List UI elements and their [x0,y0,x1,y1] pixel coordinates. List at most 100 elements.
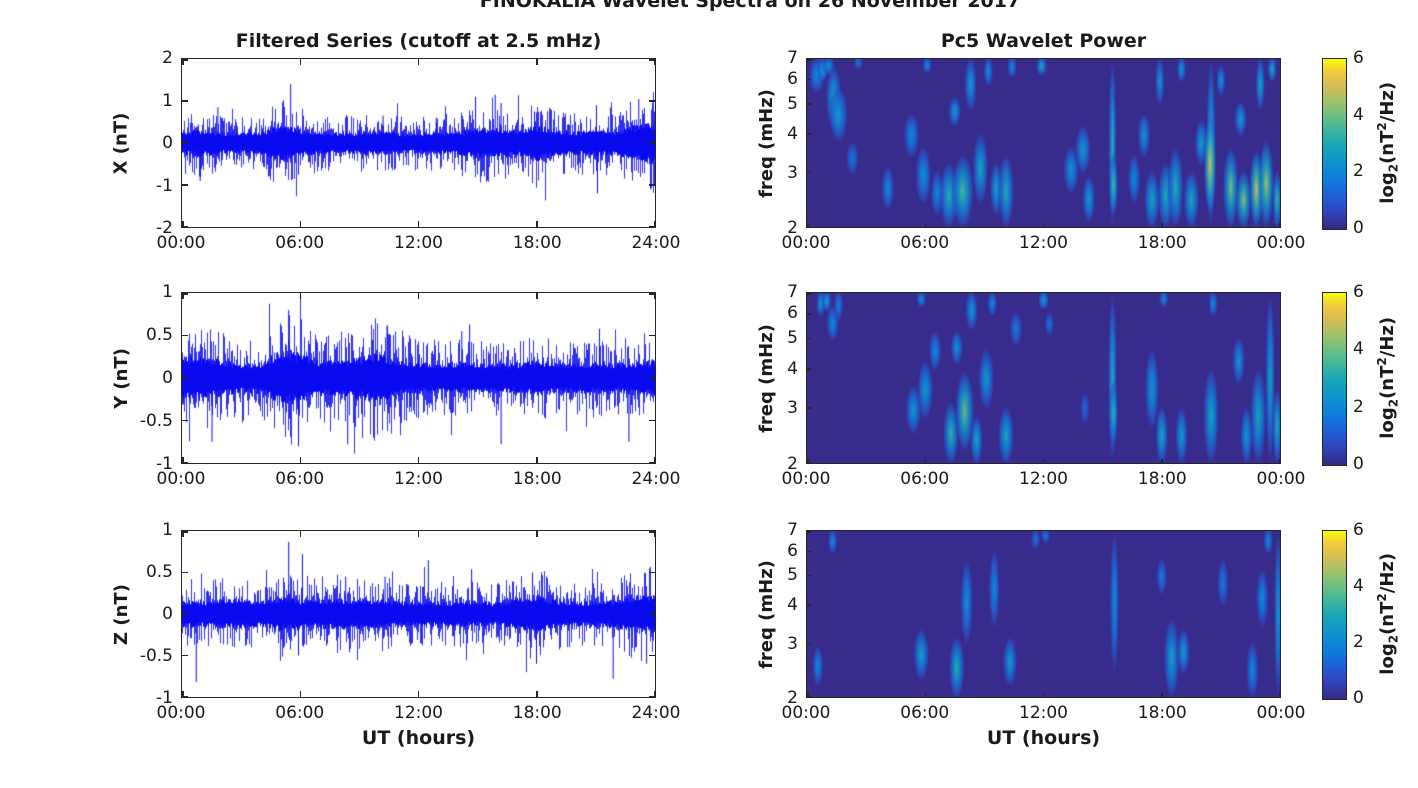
tick-mark [807,642,811,645]
x-tick-label: 06:00 [900,233,950,253]
y-series-panel [181,292,656,464]
x-tick-label: 12:00 [394,703,443,723]
tick-mark [649,654,655,657]
colorbar-middle [1322,292,1347,466]
x-wavelet-spectrogram [807,59,1280,227]
tick-mark [649,59,655,61]
x-tick-label: 18:00 [1137,469,1187,489]
y-tick-label: 1 [162,90,173,111]
x-tick-label: 06:00 [275,703,325,723]
tick-mark [536,59,538,65]
freq-tick-label: 7 [787,282,798,302]
x-tick-label: 12:00 [1019,233,1068,253]
colorbar-tick-label: 4 [1353,576,1364,596]
tick-mark [924,223,926,227]
tick-mark [649,571,655,574]
y-tick-label: 0 [162,604,173,624]
x-tick-label: 00:00 [156,703,206,723]
colorbar-bottom [1322,530,1347,700]
y-tick-label: -0.5 [139,411,173,431]
colorbar-tick-label: 4 [1353,104,1364,125]
freq-tick-label: 5 [787,328,798,349]
freq-tick-label: 3 [787,398,798,419]
tick-mark [807,461,811,463]
tick-mark [807,293,811,295]
z-series-panel [181,530,656,698]
tick-mark [807,574,811,577]
freq-tick-label: 6 [787,68,798,89]
colorbar-tick-label: 2 [1353,161,1364,182]
tick-mark [536,293,538,299]
tick-mark [299,293,301,299]
tick-mark [807,223,809,227]
tick-mark [807,550,811,553]
x-wavelet-panel [806,58,1281,228]
tick-mark [299,59,301,65]
tick-mark [807,103,811,105]
x-tick-label: 00:00 [156,469,206,489]
freq-tick-label: 6 [787,303,798,324]
freq-tick-label: 6 [787,540,798,561]
label-nT: (nT [1377,130,1399,165]
x-tick-label: 18:00 [512,703,562,723]
tick-mark [649,142,655,144]
freq-tick-label: 4 [787,595,798,616]
tick-mark [536,691,538,697]
tick-mark [182,377,188,379]
tick-mark [807,604,811,606]
tick-mark [182,59,184,65]
colorbar-gradient [1323,293,1346,465]
label-nT: (nT [1377,365,1399,400]
colorbar-tick-label: 0 [1353,688,1364,708]
tick-mark [299,221,301,227]
tick-mark [417,293,420,299]
tick-mark [182,334,188,337]
x-tick-label: 18:00 [1137,703,1187,723]
colorbar-tick-label: 0 [1353,218,1364,238]
tick-mark [807,407,811,409]
figure-title: FINOKALIA Wavelet Spectra on 26 November… [479,0,1021,12]
z-series-plot [182,531,655,697]
label-sup2: 2 [1375,357,1390,366]
tick-mark [182,571,188,574]
tick-mark [182,59,188,61]
tick-mark [807,337,811,340]
z-wavelet-panel [806,530,1281,698]
tick-mark [417,59,420,65]
log2-power-label: log2(nT2/Hz) [1375,553,1401,675]
x-tick-label: 12:00 [1019,469,1068,489]
colorbar-top [1322,58,1347,230]
x-tick-label: 06:00 [900,703,950,723]
x-tick-label: 00:00 [781,703,831,723]
tick-mark [182,457,184,463]
tick-mark [649,100,655,102]
tick-mark [807,313,811,315]
tick-mark [1042,223,1045,227]
x-tick-label: 00:00 [781,469,831,489]
tick-mark [299,457,301,463]
tick-mark [182,293,184,299]
x-series-plot [182,59,655,227]
colorbar-tick-label: 0 [1353,454,1364,474]
tick-mark [649,377,655,379]
colorbar-tick-label: 2 [1353,632,1364,652]
tick-mark [1042,459,1045,463]
x-tick-label: 00:00 [1256,703,1306,723]
freq-tick-label: 2 [787,688,798,708]
tick-mark [182,293,188,295]
tick-mark [417,531,420,537]
log2-power-label: log2(nT2/Hz) [1375,82,1401,204]
x-tick-label: 00:00 [781,233,831,253]
tick-mark [1161,693,1163,697]
tick-mark [807,531,811,533]
tick-mark [807,133,811,135]
tick-mark [653,457,655,463]
x-tick-label: 00:00 [1256,233,1306,253]
right-xlabel: UT (hours) [986,727,1101,749]
x-tick-label: 18:00 [1137,233,1187,253]
tick-mark [182,613,188,615]
colorbar-label-container: log2(nT2/Hz) [1366,58,1410,228]
freq-tick-label: 5 [787,93,798,114]
tick-mark [649,695,655,697]
